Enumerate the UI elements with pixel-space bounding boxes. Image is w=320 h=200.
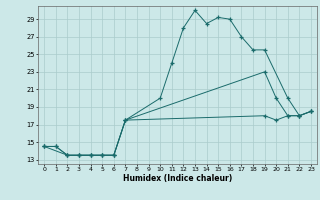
X-axis label: Humidex (Indice chaleur): Humidex (Indice chaleur) xyxy=(123,174,232,183)
